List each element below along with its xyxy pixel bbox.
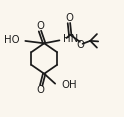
Text: HN: HN — [63, 34, 78, 44]
Text: O: O — [37, 21, 45, 31]
Text: O: O — [65, 13, 73, 23]
Text: O: O — [37, 85, 45, 95]
Text: HO: HO — [4, 35, 19, 46]
Text: OH: OH — [61, 80, 77, 90]
Text: O: O — [77, 40, 85, 50]
